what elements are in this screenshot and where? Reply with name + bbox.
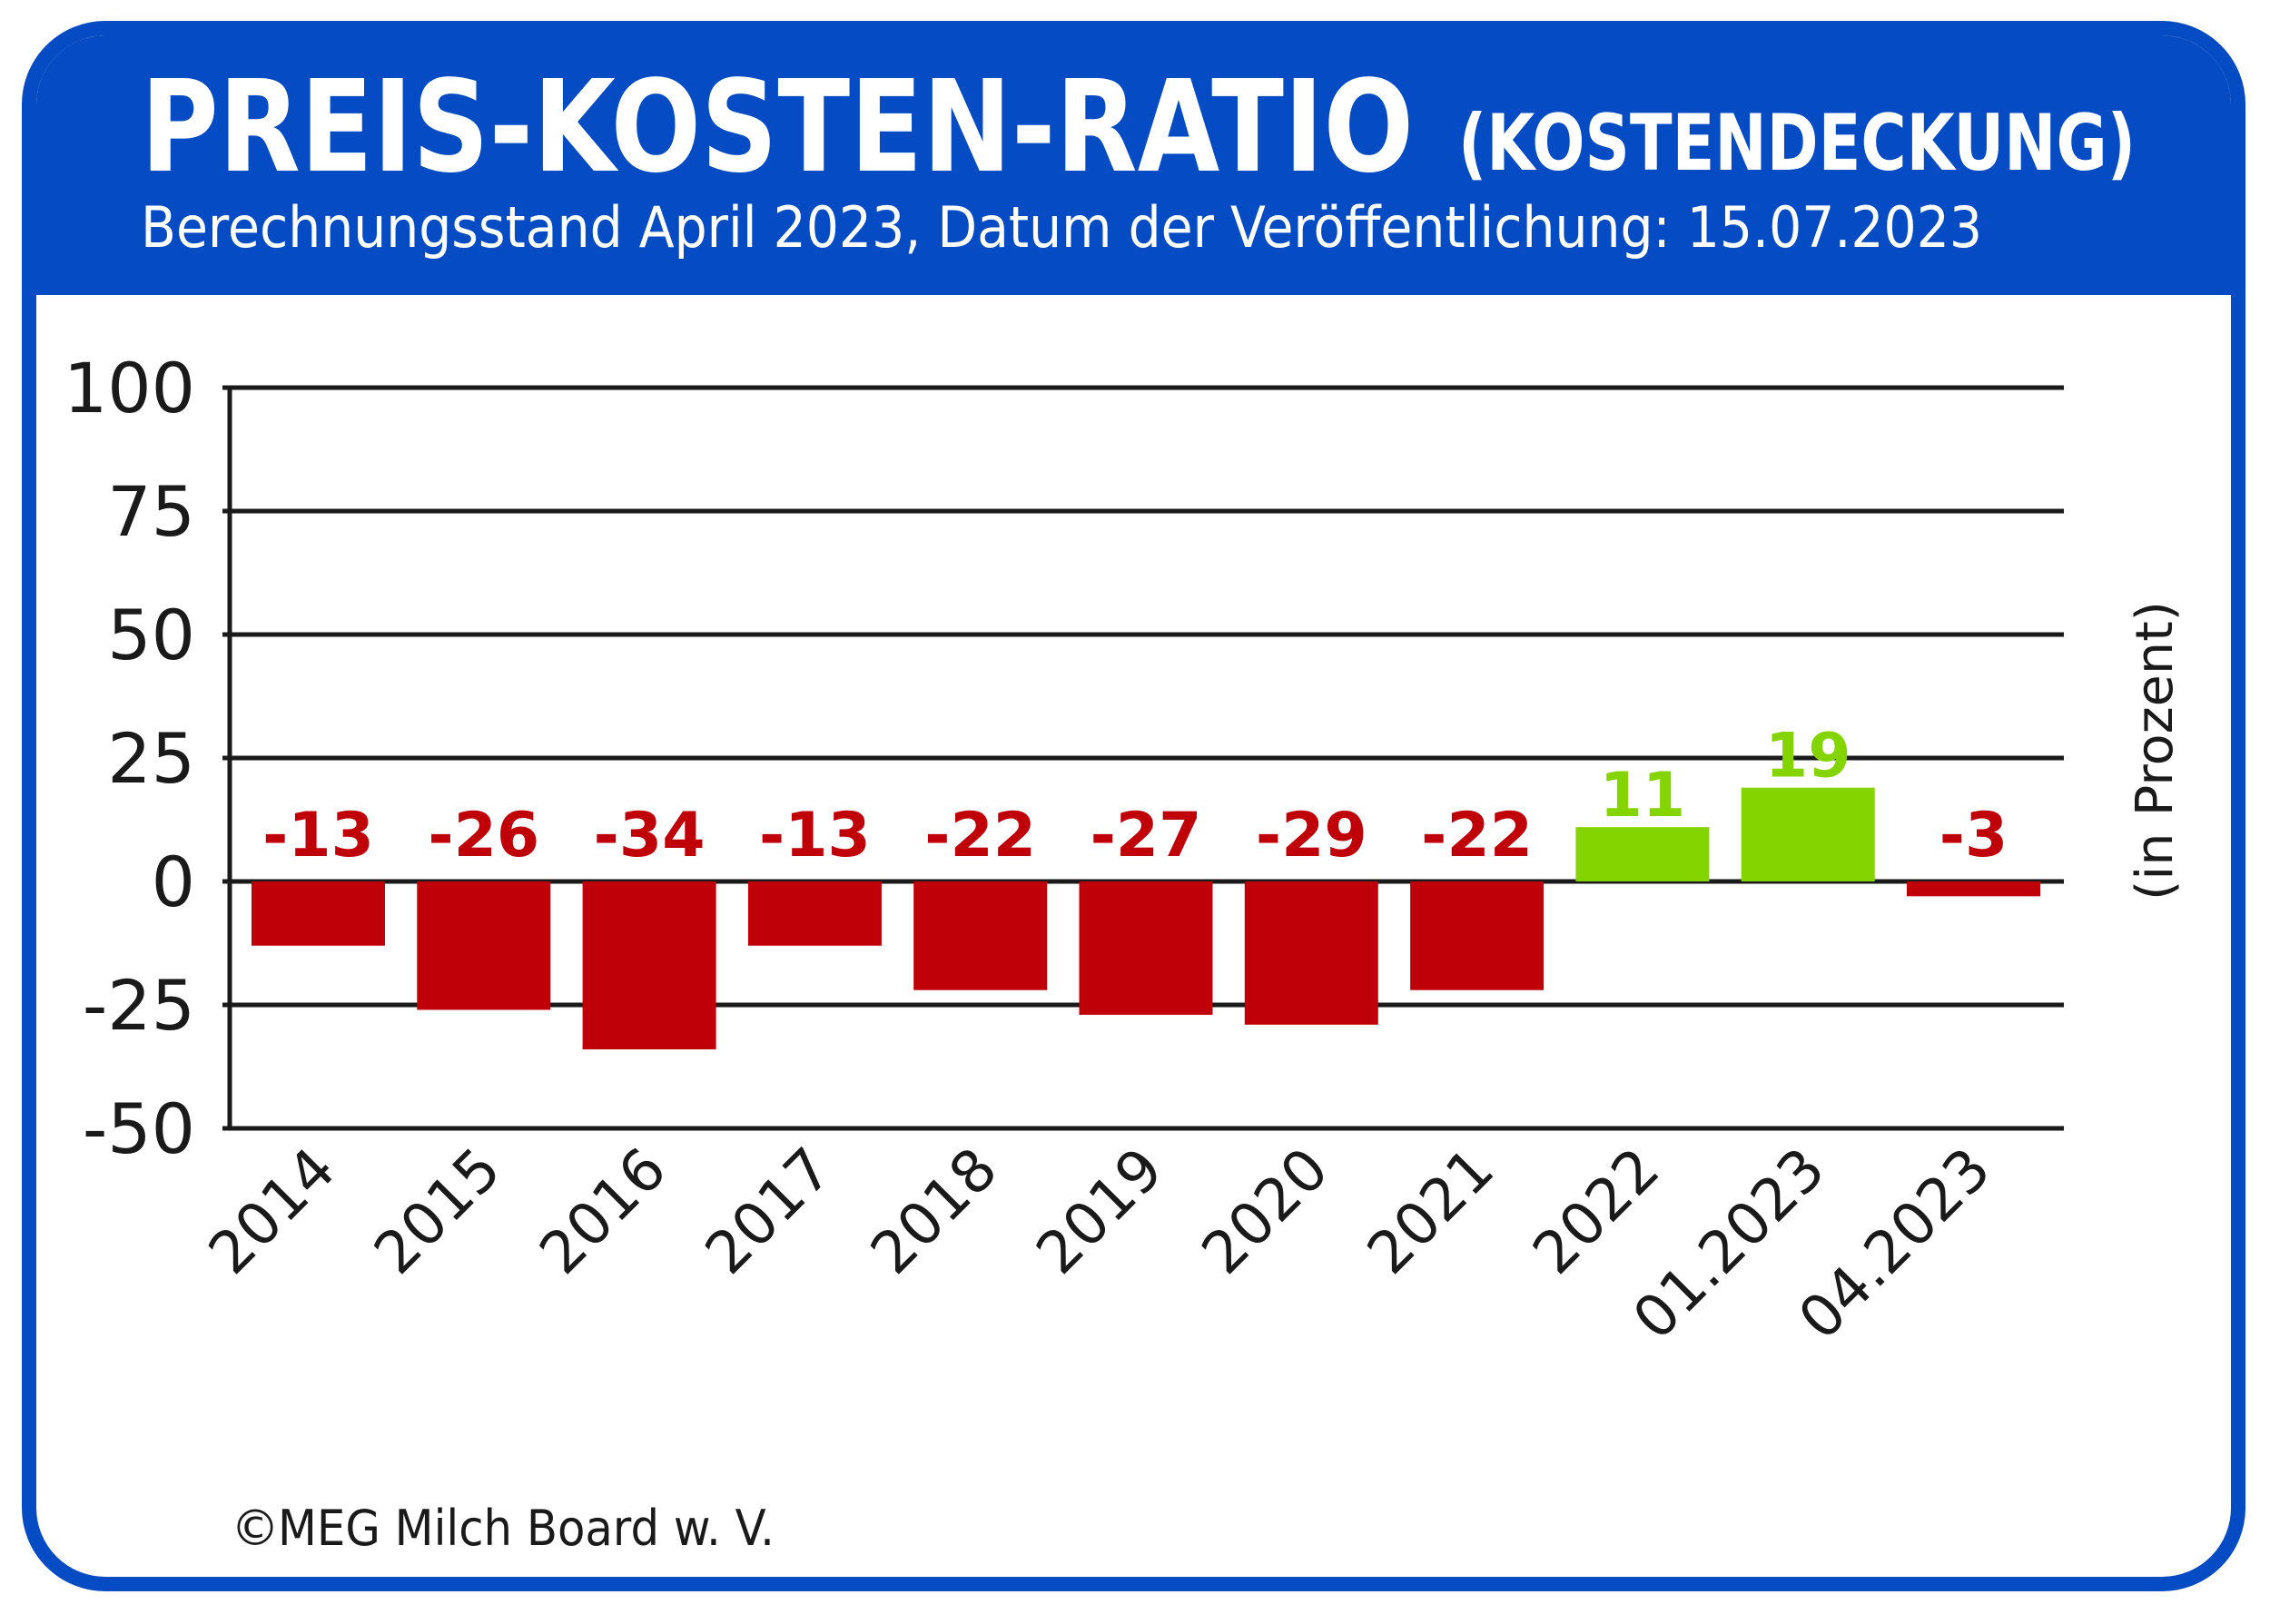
bar: [747, 881, 882, 946]
y-tick-label: 75: [107, 471, 195, 552]
bar: [1244, 881, 1378, 1025]
y-tick-label: 50: [107, 595, 195, 675]
bar: [1907, 881, 2040, 897]
copyright-icon: ©: [231, 1500, 280, 1557]
bar: [1410, 881, 1545, 990]
bar: [582, 881, 716, 1049]
chart-card: [22, 21, 2245, 1591]
bars: [252, 787, 2040, 1049]
x-tick-label: 2016: [528, 1136, 679, 1287]
x-tick-label: 2022: [1521, 1136, 1673, 1287]
y-tick-label: -25: [83, 965, 195, 1046]
bar: [1741, 787, 1875, 881]
x-tick-label: 2020: [1189, 1136, 1341, 1287]
data-label: 11: [1600, 760, 1686, 832]
chart-title: PREIS-KOSTEN-RATIO: [141, 54, 1414, 202]
data-label: -34: [594, 800, 706, 871]
y-tick-label: 0: [152, 842, 195, 922]
data-label: -29: [1256, 800, 1367, 871]
y-tick-label: -50: [83, 1088, 195, 1169]
data-label: -26: [428, 800, 539, 871]
y-tick-label: 25: [107, 718, 195, 799]
data-label: -22: [1421, 800, 1533, 871]
y-axis-ticks: 100 75 50 25 0 -25 -50: [64, 348, 195, 1169]
x-tick-label: 2017: [693, 1136, 844, 1287]
x-axis-ticks: 2014 2015 2016 2017 2018 2019 2020 2021 202201.2…: [196, 1136, 2003, 1353]
header-banner: [36, 35, 2231, 295]
data-label: -13: [262, 800, 374, 871]
copyright-text: MEG Milch Board w. V.: [278, 1500, 775, 1557]
bar: [1079, 881, 1213, 1015]
data-labels: -13 -26 -34 -13 -22 -27 -29 -22 11 19 -3: [262, 721, 2008, 871]
data-label: -27: [1091, 800, 1202, 871]
x-tick-label: 2014: [196, 1136, 348, 1287]
data-label: 19: [1765, 721, 1851, 792]
y-axis-label: (in Prozent): [2126, 601, 2185, 901]
x-tick-label: 2019: [1024, 1136, 1176, 1287]
x-tick-label: 2018: [859, 1136, 1011, 1287]
y-tick-label: 100: [64, 348, 195, 428]
bar: [1575, 827, 1710, 881]
x-tick-label: 2015: [362, 1136, 514, 1287]
chart-title-suffix: (KOSTENDECKUNG): [1458, 98, 2136, 189]
bar: [417, 881, 551, 1010]
chart-subtitle: Berechnungsstand April 2023, Datum der V…: [141, 194, 1982, 261]
bar: [252, 881, 385, 946]
data-label: -3: [1939, 800, 2008, 871]
x-tick-label: 2021: [1355, 1136, 1506, 1287]
data-label: -13: [759, 800, 871, 871]
data-label: -22: [924, 800, 1036, 871]
bar: [913, 881, 1048, 990]
